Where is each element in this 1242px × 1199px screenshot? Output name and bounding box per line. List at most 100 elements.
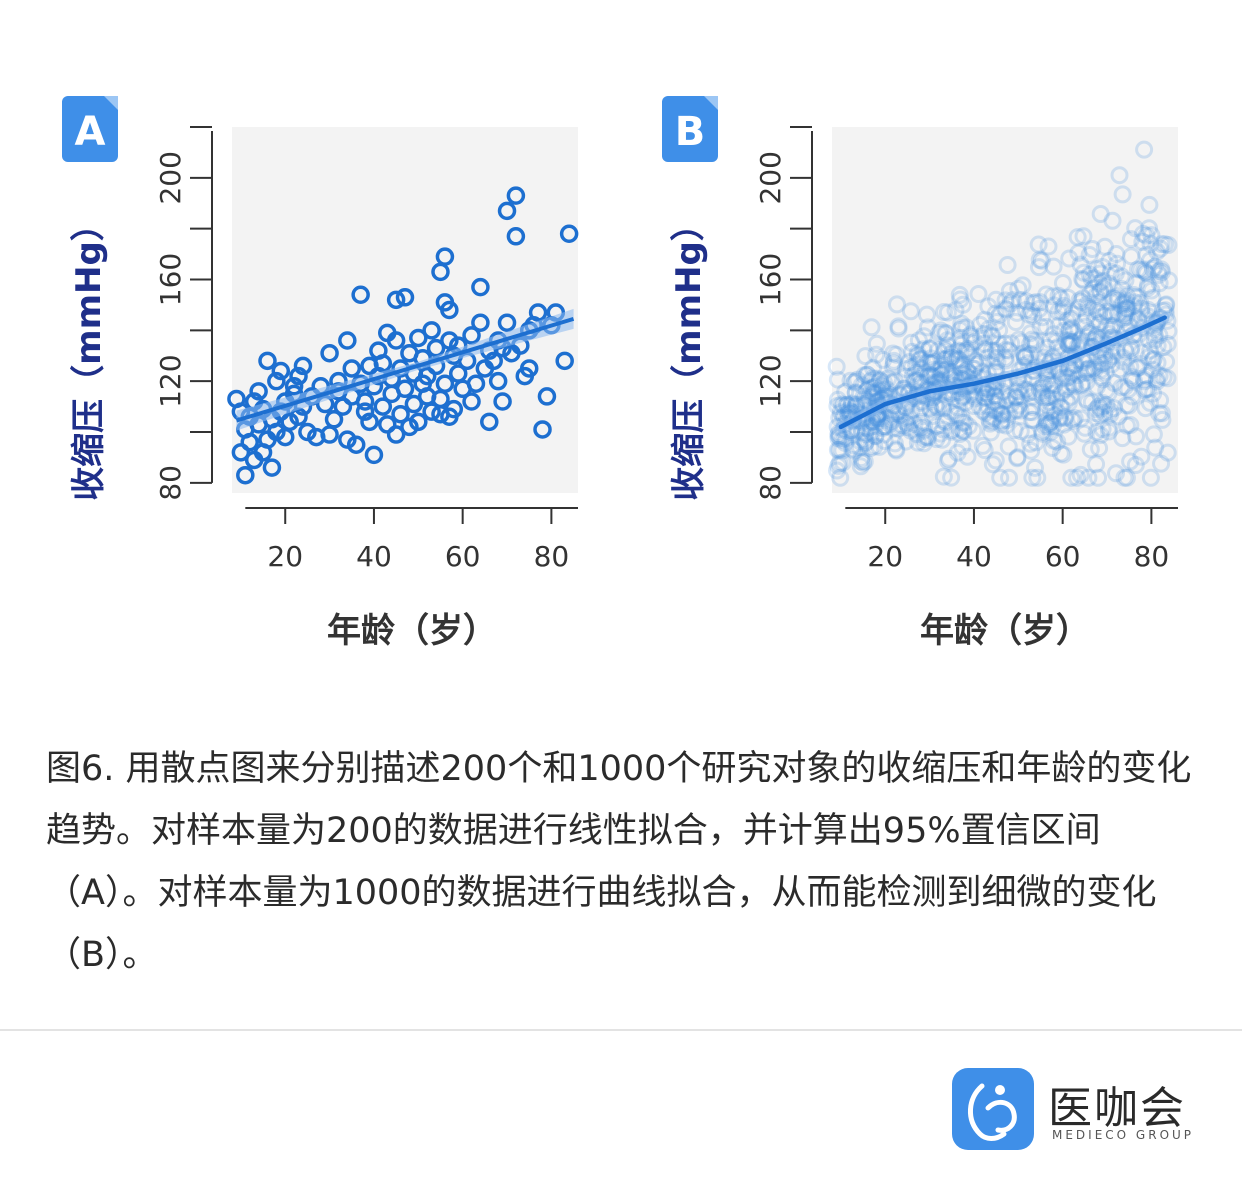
data-point — [999, 437, 1018, 456]
data-point — [854, 387, 873, 406]
data-point — [1103, 211, 1122, 230]
data-point — [1078, 306, 1097, 325]
data-point — [1092, 368, 1111, 387]
data-point — [1096, 363, 1115, 382]
data-point — [934, 412, 953, 431]
data-point — [1104, 317, 1123, 336]
data-point — [320, 343, 339, 363]
data-point — [1132, 343, 1151, 362]
brand-logo: 医咖会 MEDIECO GROUP — [952, 1068, 1212, 1158]
data-point — [848, 370, 867, 389]
data-point — [1006, 312, 1025, 331]
data-point — [846, 383, 865, 402]
data-point — [957, 318, 976, 337]
data-point — [970, 353, 989, 372]
data-point — [497, 201, 517, 221]
data-point — [986, 349, 1005, 368]
data-point — [1150, 274, 1169, 293]
data-point — [951, 328, 970, 347]
data-point — [1127, 427, 1146, 446]
figure-caption: 图6. 用散点图来分别描述200个和1000个研究对象的收缩压和年龄的变化趋势。… — [46, 749, 1192, 975]
data-point — [953, 318, 972, 337]
data-point — [1123, 370, 1142, 389]
data-point — [1150, 366, 1169, 385]
data-point — [898, 415, 917, 434]
data-point — [1023, 294, 1042, 313]
data-point — [836, 433, 855, 452]
data-point — [934, 467, 953, 486]
data-point — [941, 365, 960, 384]
data-point — [1133, 232, 1152, 251]
data-point — [1037, 318, 1056, 337]
data-point — [922, 366, 941, 385]
data-point — [957, 361, 976, 380]
data-point — [1040, 392, 1059, 411]
data-point — [1054, 296, 1073, 315]
data-point — [964, 397, 983, 416]
data-point — [932, 365, 951, 384]
data-point — [1065, 408, 1084, 427]
data-point — [958, 447, 977, 466]
data-point — [386, 290, 406, 310]
data-point — [1137, 226, 1156, 245]
data-point — [1057, 331, 1076, 350]
data-point — [1135, 261, 1154, 280]
data-point — [1140, 195, 1159, 214]
data-point — [929, 341, 948, 360]
x-tick-label: 80 — [1134, 540, 1170, 573]
data-point — [1117, 291, 1136, 310]
data-point — [863, 369, 882, 388]
data-point — [845, 441, 864, 460]
data-point — [902, 401, 921, 420]
data-point — [1117, 294, 1136, 313]
data-point — [1000, 387, 1019, 406]
x-tick-label: 40 — [956, 540, 992, 573]
data-point — [1033, 377, 1052, 396]
data-point — [936, 360, 955, 379]
data-point — [1038, 338, 1057, 357]
data-point — [1115, 377, 1134, 396]
data-point — [828, 440, 847, 459]
data-point — [1018, 425, 1037, 444]
data-point — [1133, 224, 1152, 243]
y-tick-label: 80 — [154, 465, 187, 501]
data-point — [905, 373, 924, 392]
data-point — [1091, 282, 1110, 301]
data-point — [881, 409, 900, 428]
data-point — [861, 372, 880, 391]
data-point — [1141, 234, 1160, 253]
data-point — [1022, 441, 1041, 460]
data-point — [1085, 269, 1104, 288]
data-point — [1080, 245, 1099, 264]
data-point — [1121, 341, 1140, 360]
data-point — [1139, 300, 1158, 319]
y-tick-label: 120 — [154, 354, 187, 407]
data-point — [1001, 395, 1020, 414]
data-point — [1151, 391, 1170, 410]
x-tick-label: 60 — [1045, 540, 1081, 573]
data-point — [1101, 262, 1120, 281]
data-point — [1097, 395, 1116, 414]
data-point — [858, 365, 877, 384]
data-point — [1159, 236, 1178, 255]
data-point — [1048, 338, 1067, 357]
data-point — [1150, 404, 1169, 423]
panel-b-axes: 80 120 160 200 20 40 60 80 — [754, 126, 1178, 573]
data-point — [1061, 387, 1080, 406]
data-point — [915, 429, 934, 448]
data-point — [920, 398, 939, 417]
data-point — [1047, 332, 1066, 351]
data-point — [979, 297, 998, 316]
data-point — [1034, 375, 1053, 394]
data-point — [976, 403, 995, 422]
data-point — [1123, 387, 1142, 406]
data-point — [873, 418, 892, 437]
data-point — [1100, 274, 1119, 293]
data-point — [949, 405, 968, 424]
data-point — [961, 327, 980, 346]
data-point — [1099, 351, 1118, 370]
data-point — [1145, 331, 1164, 350]
data-point — [896, 432, 915, 451]
data-point — [1063, 332, 1082, 351]
data-point — [984, 401, 1003, 420]
